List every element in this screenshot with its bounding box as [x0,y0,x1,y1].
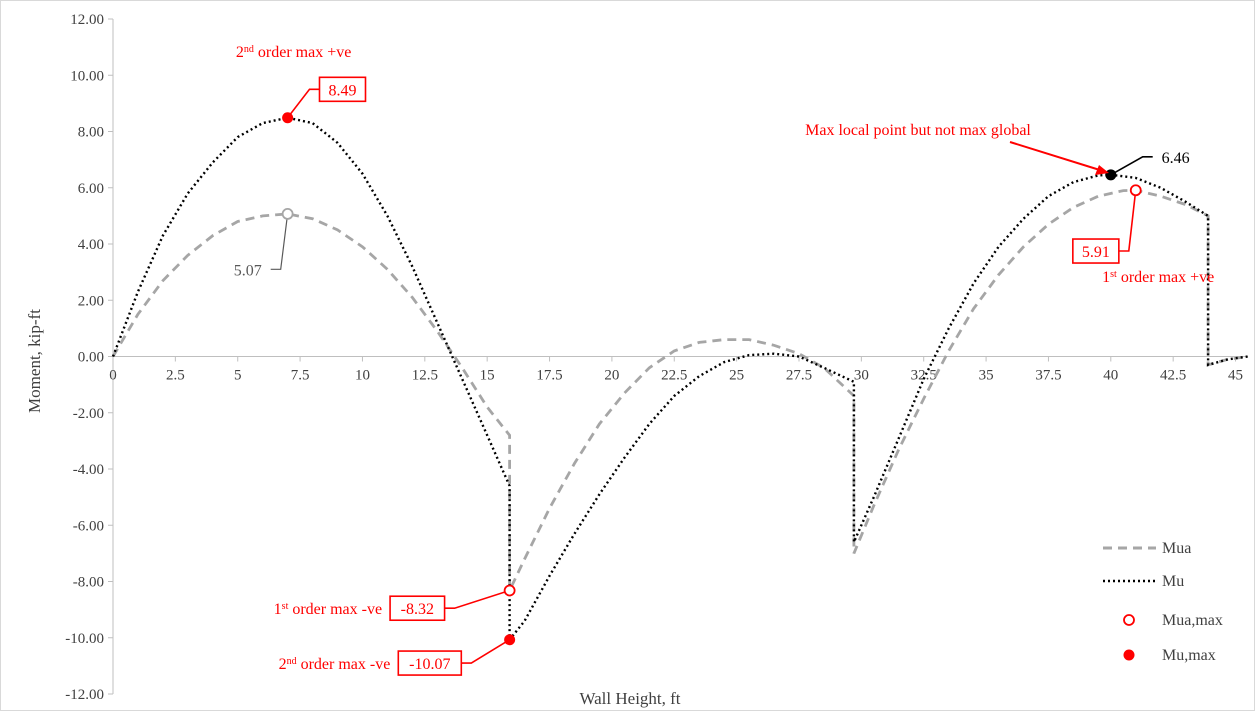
annotation-ordinal-suffix: nd [244,43,254,54]
axes: 12.00 10.00 8.00 6.00 4.00 2.00 0.00 -2.00 -4.00… [65,12,1248,703]
legend-mu-max-marker [1123,649,1135,661]
annotation-label-text: order max -ve [288,601,382,618]
max-local-arrowhead [1095,165,1109,175]
x-tick-labels: 0 2.5 5 7.5 10 12.5 15 17.5 20 22.5 25 27.5 30 32.5 35… [109,356,1243,384]
y-tick-label: 6.00 [78,181,104,197]
annotation-ordinal: 2 [279,656,287,673]
annotation-label: 1st order max -ve [274,601,382,619]
annotation-ordinal-suffix: st [1110,268,1117,279]
annotation-ordinal: 1 [274,601,282,618]
annotation-leader [444,589,510,609]
annotation-box [397,650,463,676]
x-tick-label: 32.5 [911,368,937,384]
annotation-box [389,595,446,622]
annotation-value: -8.32 [401,601,434,618]
annotation-value: 5.91 [1082,244,1110,261]
mu-max-marker [282,112,294,124]
series-layer [111,116,1249,644]
x-tick-label: 15 [480,368,495,384]
annotation-ordinal: 2 [236,44,244,61]
annotation-leader [286,88,320,119]
x-tick-label: 22.5 [661,368,687,384]
series-line-mua [111,188,1249,592]
x-tick-label: 27.5 [786,368,812,384]
annotation-ordinal: 1 [1102,269,1110,286]
series-line-mu [111,116,1249,644]
mua-local-max-marker [281,208,294,220]
annotation-label: 2nd order max -ve [279,656,391,674]
annotation-value: -10.07 [409,656,450,673]
y-tick-label: -6.00 [73,518,104,534]
annotation-leader [1110,156,1153,176]
mu-max-marker [504,634,516,646]
annotation-value: 6.46 [1162,150,1190,167]
legend-mua-max-marker [1123,614,1135,626]
x-tick-label: 2.5 [166,368,185,384]
annotation-label: 2nd order max +ve [236,43,351,61]
annotation-leader [270,213,289,270]
y-tick-label: -8.00 [73,575,104,591]
legend: Mua Mu Mua,max Mu,max [1103,540,1223,664]
annotation-box [318,76,367,103]
annotation-label-text: order max -ve [297,656,391,673]
annotation-label: 1st order max +ve [1102,268,1214,286]
x-tick-label: 30 [854,368,869,384]
annotation-value: 5.07 [234,262,262,279]
x-tick-label: 12.5 [412,368,438,384]
annotation-ordinal-suffix: nd [287,656,297,667]
mu-local-max-marker [1105,169,1117,181]
x-tick-label: 20 [604,368,619,384]
x-tick-label: 7.5 [291,368,310,384]
mua-max-marker [1129,184,1142,197]
x-tick-label: 35 [979,368,994,384]
x-tick-label: 37.5 [1035,368,1061,384]
x-tick-label: 25 [729,368,744,384]
annotation-label-text: order max +ve [1117,269,1214,286]
x-tick-label: 0 [109,368,117,384]
legend-mu-max-label: Mu,max [1162,647,1216,664]
y-tick-label: 8.00 [78,125,104,141]
y-tick-label: 12.00 [70,12,104,28]
x-tick-label: 45 [1228,368,1243,384]
y-tick-label: -2.00 [73,406,104,422]
x-tick-label: 5 [234,368,242,384]
y-tick-label: 2.00 [78,293,104,309]
annotation-leader [461,639,511,664]
y-tick-label: 4.00 [78,237,104,253]
legend-mua-label: Mua [1162,540,1191,557]
legend-mua-max-label: Mua,max [1162,612,1223,629]
max-local-label: Max local point but not max global [805,122,1031,139]
annotation-label-text: order max +ve [254,44,351,61]
y-axis-title: Moment, kip-ft [25,309,44,413]
markers [281,112,1142,646]
y-tick-label: -10.00 [65,631,104,647]
mua-max-marker [503,584,516,597]
annotation-leaders [270,88,1153,664]
x-axis-title: Wall Height, ft [579,689,680,708]
y-tick-label: -4.00 [73,462,104,478]
legend-mu-label: Mu [1162,573,1184,590]
y-tick-label: -12.00 [65,687,104,703]
x-tick-label: 17.5 [536,368,562,384]
x-tick-label: 42.5 [1160,368,1186,384]
x-tick-label: 10 [355,368,370,384]
y-tick-label: 0.00 [78,350,104,366]
y-tick-label: 10.00 [70,68,104,84]
annotation-value: 8.49 [328,82,356,99]
max-local-arrow [1009,141,1104,172]
x-tick-label: 40 [1103,368,1118,384]
annotation-box [1072,238,1120,264]
y-tick-labels: 12.00 10.00 8.00 6.00 4.00 2.00 0.00 -2.00 -4.00… [65,12,113,703]
annotation-leader [1118,190,1137,252]
annotation-ordinal-suffix: st [282,601,289,612]
